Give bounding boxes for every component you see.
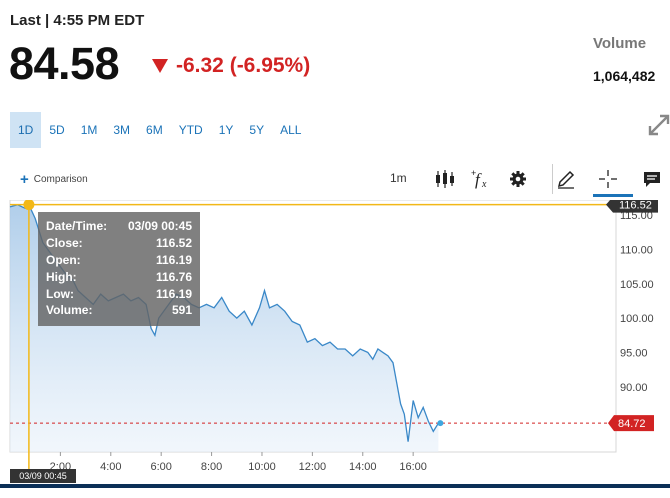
tab-5y[interactable]: 5Y bbox=[249, 123, 265, 137]
tab-1d[interactable]: 1D bbox=[10, 112, 42, 148]
tab-all[interactable]: ALL bbox=[280, 123, 302, 137]
last-price-label: 84.72 bbox=[608, 415, 654, 432]
y-axis: 90.00 95.00 100.00 105.00 110.00 115.00 bbox=[620, 210, 654, 394]
y-tick-label: 95.00 bbox=[620, 347, 648, 359]
svg-text:+: + bbox=[471, 168, 476, 178]
x-tick-label: 12:00 bbox=[299, 461, 327, 473]
gear-icon[interactable] bbox=[507, 168, 529, 190]
tab-1m[interactable]: 1M bbox=[80, 123, 98, 137]
x-tick-label: 16:00 bbox=[399, 461, 427, 473]
volume-label: Volume bbox=[593, 35, 647, 52]
y-tick-label: 100.00 bbox=[620, 313, 654, 325]
tooltip-row: Low: 116.19 bbox=[46, 285, 192, 302]
x-tick-label: 14:00 bbox=[349, 461, 377, 473]
price-change: -6.32 (-6.95%) bbox=[152, 54, 310, 78]
tooltip-value: 116.19 bbox=[155, 286, 192, 301]
tooltip-row: Close: 116.52 bbox=[46, 235, 192, 252]
crosshair-dot bbox=[23, 200, 35, 211]
y-tick-label: 115.00 bbox=[620, 210, 653, 222]
chart-toolbar: + Comparison 1m f x + bbox=[10, 160, 670, 200]
y-tick-label: 105.00 bbox=[620, 279, 654, 291]
expand-icon[interactable] bbox=[648, 112, 670, 136]
tooltip-value: 03/09 00:45 bbox=[127, 219, 192, 234]
tooltip-row: Volume: 591 bbox=[46, 302, 192, 319]
tooltip-label: Open: bbox=[46, 252, 81, 267]
tooltip-label: Volume: bbox=[46, 303, 93, 318]
tooltip-label: High: bbox=[46, 269, 77, 284]
tab-3m[interactable]: 3M bbox=[113, 123, 131, 137]
tooltip-row: Date/Time: 03/09 00:45 bbox=[46, 218, 192, 235]
x-tick-label: 8:00 bbox=[201, 461, 222, 473]
price-area bbox=[10, 204, 439, 452]
tooltip-row: Open: 116.19 bbox=[46, 252, 192, 269]
comment-icon[interactable] bbox=[641, 168, 663, 190]
tooltip-value: 116.52 bbox=[155, 236, 192, 251]
candlestick-icon[interactable] bbox=[434, 168, 456, 190]
tooltip-value: 116.19 bbox=[155, 252, 192, 267]
x-tick-label: 6:00 bbox=[150, 461, 171, 473]
bottom-border bbox=[0, 484, 670, 498]
tab-5d[interactable]: 5D bbox=[49, 123, 65, 137]
current-price: 84.58 bbox=[9, 38, 120, 89]
tooltip-label: Low: bbox=[46, 286, 74, 301]
crosshair-date-badge: 03/09 00:45 bbox=[10, 469, 76, 483]
data-tooltip: Date/Time: 03/09 00:45 Close: 116.52 Open:… bbox=[38, 212, 200, 326]
x-axis: 2:00 4:00 6:00 8:00 10:00 12:00 14:00 16:00 bbox=[50, 452, 427, 473]
tooltip-label: Date/Time: bbox=[46, 219, 108, 234]
last-price-label-text: 84.72 bbox=[618, 418, 646, 430]
comparison-button[interactable]: + Comparison bbox=[20, 170, 88, 188]
tab-1y[interactable]: 1Y bbox=[218, 123, 234, 137]
comparison-label: Comparison bbox=[33, 174, 88, 185]
indicators-fx-icon[interactable]: f x + bbox=[470, 168, 492, 190]
svg-text:f: f bbox=[475, 170, 482, 189]
toolbar-divider bbox=[552, 164, 553, 194]
last-price-dot bbox=[437, 420, 444, 427]
x-tick-label: 4:00 bbox=[100, 461, 121, 473]
tab-6m[interactable]: 6M bbox=[146, 123, 163, 137]
crosshair-icon[interactable] bbox=[597, 168, 619, 190]
y-tick-label: 110.00 bbox=[620, 244, 653, 256]
svg-text:x: x bbox=[481, 179, 487, 190]
pencil-draw-icon[interactable] bbox=[555, 168, 577, 190]
crosshair-price-label-text: 116.52 bbox=[619, 200, 652, 212]
tooltip-label: Close: bbox=[46, 236, 83, 251]
tooltip-value: 116.76 bbox=[155, 269, 192, 284]
x-tick-label: 10:00 bbox=[248, 461, 276, 473]
y-tick-label: 90.00 bbox=[620, 382, 648, 394]
crosshair-active-indicator bbox=[593, 194, 633, 197]
price-change-value: -6.32 (-6.95%) bbox=[176, 54, 311, 77]
last-updated-label: Last | 4:55 PM EDT bbox=[10, 12, 145, 29]
down-arrow-icon bbox=[152, 59, 168, 73]
volume-value: 1,064,482 bbox=[593, 68, 656, 84]
plus-icon: + bbox=[20, 170, 29, 188]
interval-button[interactable]: 1m bbox=[390, 171, 407, 185]
tooltip-row: High: 116.76 bbox=[46, 268, 192, 285]
tooltip-value: 591 bbox=[171, 303, 192, 318]
crosshair-price-label: 116.52 bbox=[606, 200, 658, 213]
tab-ytd[interactable]: YTD bbox=[178, 123, 203, 137]
range-tabs: 1D 5D 1M 3M 6M YTD 1Y 5Y ALL bbox=[10, 112, 309, 148]
